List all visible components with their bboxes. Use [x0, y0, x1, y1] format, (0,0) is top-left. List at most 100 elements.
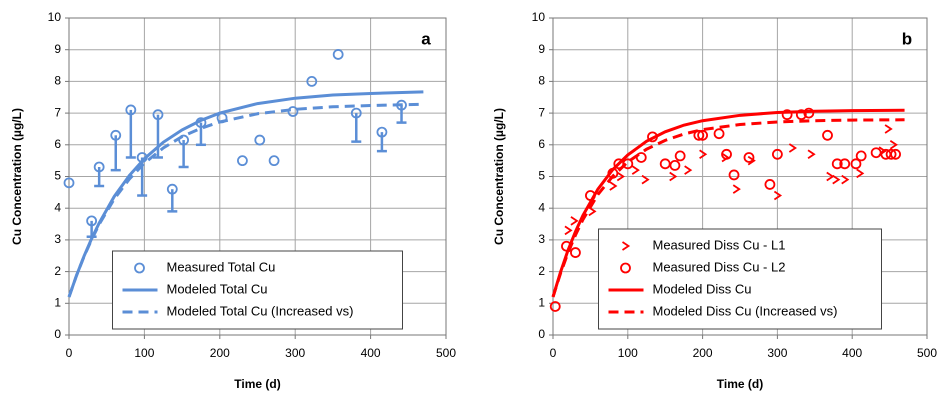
marker-tick — [807, 149, 816, 160]
legend-swatch — [622, 241, 631, 251]
marker-circle — [254, 134, 266, 146]
x-tick-label: 200 — [210, 346, 230, 360]
legend-label: Measured Diss Cu - L2 — [653, 259, 786, 274]
marker-circle — [870, 147, 882, 159]
model-line — [551, 108, 905, 298]
legend-label: Measured Total Cu — [167, 259, 276, 274]
marker-circle — [721, 148, 732, 160]
marker-tick — [773, 190, 783, 201]
panel-label: a — [421, 29, 431, 48]
marker-circle — [781, 109, 793, 121]
y-tick-label: 10 — [532, 10, 546, 24]
marker-circle — [125, 104, 137, 116]
marker-tick — [721, 152, 730, 163]
marker-tick — [841, 174, 850, 185]
y-tick-label: 9 — [54, 42, 61, 56]
marker-circle — [376, 126, 388, 138]
y-tick-label: 9 — [538, 42, 545, 56]
marker-circle — [822, 129, 833, 141]
marker-circle — [622, 158, 634, 170]
legend-label: Modeled Total Cu — [167, 281, 268, 296]
x-tick-label: 100 — [618, 346, 638, 360]
marker-circle — [885, 148, 897, 160]
marker-circle — [549, 301, 561, 312]
marker-circle — [890, 148, 901, 160]
x-axis-title: Time (d) — [234, 377, 280, 391]
legend-swatch — [134, 262, 145, 274]
y-tick-label: 5 — [54, 169, 61, 183]
y-tick-label: 6 — [538, 137, 545, 151]
y-axis-title: Cu Concentration (µg/L) — [10, 108, 24, 245]
marker-tick — [856, 168, 865, 179]
legend-label: Modeled Diss Cu (Increased vs) — [653, 303, 838, 318]
marker-circle — [166, 183, 178, 195]
marker-circle — [306, 76, 318, 87]
marker-tick — [884, 124, 893, 134]
marker-circle — [332, 49, 344, 60]
marker-circle — [713, 128, 725, 140]
y-tick-label: 0 — [538, 327, 545, 341]
x-tick-label: 400 — [842, 346, 862, 360]
y-tick-label: 1 — [538, 295, 545, 309]
marker-tick — [889, 140, 898, 150]
marker-tick — [564, 225, 573, 236]
y-tick-label: 8 — [538, 74, 545, 88]
plot-frame — [68, 17, 447, 336]
legend-label: Modeled Diss Cu — [653, 281, 752, 296]
marker-tick — [747, 155, 756, 166]
y-tick-label: 8 — [54, 74, 61, 88]
x-tick-label: 300 — [767, 346, 787, 360]
legend-label: Measured Diss Cu - L1 — [653, 237, 786, 252]
marker-circle — [743, 152, 755, 163]
marker-tick — [684, 165, 693, 175]
marker-circle — [850, 158, 862, 170]
model-line — [551, 118, 905, 298]
marker-tick — [631, 165, 640, 175]
marker-tick — [616, 171, 625, 182]
marker-circle — [772, 148, 783, 160]
marker-circle — [570, 247, 581, 258]
marker-circle — [86, 215, 98, 227]
marker-tick — [788, 143, 797, 153]
marker-tick — [609, 181, 618, 191]
y-tick-label: 7 — [54, 105, 61, 119]
x-tick-label: 300 — [285, 346, 305, 360]
marker-tick — [641, 174, 650, 185]
marker-circle — [110, 129, 122, 141]
y-tick-label: 5 — [538, 169, 545, 183]
marker-circle — [237, 155, 248, 167]
marker-circle — [669, 160, 681, 171]
marker-tick — [570, 216, 579, 226]
marker-circle — [152, 109, 164, 121]
model-line — [67, 102, 424, 298]
legend-label: Modeled Total Cu (Increased vs) — [167, 303, 354, 318]
y-tick-label: 7 — [538, 105, 545, 119]
x-tick-label: 0 — [550, 346, 557, 360]
x-axis-title: Time (d) — [717, 377, 763, 391]
y-tick-label: 4 — [54, 200, 61, 214]
y-axis-title: Cu Concentration (µg/L) — [492, 108, 506, 245]
marker-circle — [350, 107, 362, 119]
x-tick-label: 100 — [134, 346, 154, 360]
x-tick-label: 400 — [361, 346, 381, 360]
y-tick-label: 10 — [48, 10, 62, 24]
marker-circle — [93, 161, 105, 173]
marker-tick — [832, 174, 841, 185]
marker-circle — [839, 158, 851, 170]
x-tick-label: 500 — [436, 346, 456, 360]
y-tick-label: 3 — [538, 232, 545, 246]
y-tick-label: 2 — [538, 264, 545, 278]
y-tick-label: 1 — [54, 295, 61, 309]
y-tick-label: 3 — [54, 232, 61, 246]
y-tick-label: 2 — [54, 264, 61, 278]
panel-label: b — [902, 29, 912, 48]
x-tick-label: 200 — [693, 346, 713, 360]
y-tick-label: 6 — [54, 137, 61, 151]
legend-box — [112, 250, 403, 330]
marker-circle — [728, 169, 740, 181]
marker-tick — [669, 171, 678, 182]
x-tick-label: 500 — [917, 346, 937, 360]
marker-circle — [803, 107, 815, 119]
marker-circle — [855, 150, 867, 162]
